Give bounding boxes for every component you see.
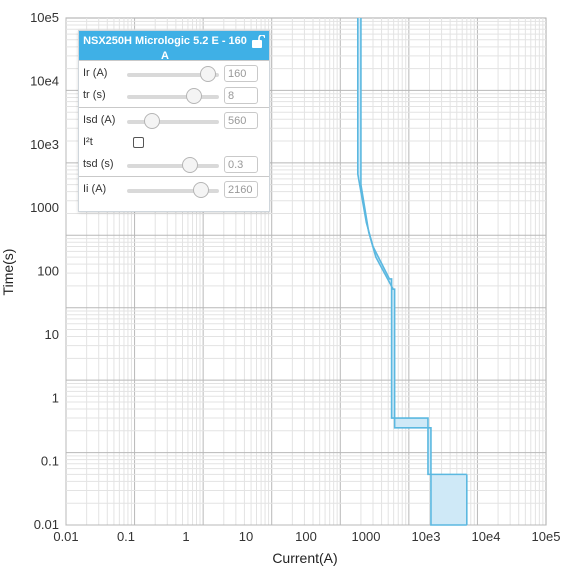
setting-slider-handle[interactable]: [181, 157, 198, 173]
x-axis-title: Current(A): [272, 550, 337, 566]
y-axis-title: Time(s): [0, 249, 16, 296]
setting-slider-handle[interactable]: [186, 88, 203, 104]
setting-slider-track[interactable]: [127, 189, 219, 193]
setting-slider-track[interactable]: [127, 95, 219, 99]
tick-labels: 0.01 0.1 1 10 100 1000 10e3 10e4 10e5 0.01 0.1 1 10 1…: [30, 10, 560, 544]
x-tick-label: 1: [182, 529, 189, 544]
x-tick-label: 10: [239, 529, 253, 544]
i2t-checkbox[interactable]: [133, 137, 144, 148]
setting-label: I²t: [83, 136, 93, 148]
setting-slider-track[interactable]: [127, 120, 219, 124]
x-tick-label: 0.01: [53, 529, 78, 544]
x-tick-label: 10e5: [532, 529, 561, 544]
setting-row: tr (s) 8: [83, 85, 265, 107]
y-tick-label: 10: [45, 327, 59, 342]
setting-slider-handle[interactable]: [192, 182, 209, 198]
setting-value-field[interactable]: 0.3: [224, 156, 258, 173]
setting-row: Ii (A) 2160: [83, 179, 265, 201]
setting-slider-track[interactable]: [127, 164, 219, 168]
y-tick-label: 100: [37, 264, 59, 279]
setting-slider-handle[interactable]: [199, 66, 216, 82]
panel-header: NSX250H Micrologic 5.2 E - 160 A: [79, 31, 269, 62]
setting-slider-track[interactable]: [127, 73, 219, 77]
setting-row: I²t: [83, 132, 265, 154]
x-tick-label: 100: [295, 529, 317, 544]
x-tick-label: 10e4: [472, 529, 501, 544]
y-tick-label: 10e3: [30, 137, 59, 152]
panel-title: NSX250H Micrologic 5.2 E - 160 A: [83, 35, 247, 62]
setting-value-field[interactable]: 160: [224, 65, 258, 82]
setting-label: Ii (A): [83, 183, 107, 195]
y-tick-label: 10e4: [30, 73, 59, 88]
x-tick-label: 1000: [352, 529, 381, 544]
x-tick-label: 0.1: [117, 529, 135, 544]
setting-label: Ir (A): [83, 67, 108, 79]
upper-curve-line: [356, 18, 467, 476]
setting-value-field[interactable]: 2160: [224, 181, 258, 198]
y-tick-label: 1: [52, 390, 59, 405]
setting-row: Ir (A) 160: [83, 63, 265, 85]
lower-curve-line: [360, 18, 467, 526]
setting-label: tsd (s): [83, 158, 114, 170]
setting-row: tsd (s) 0.3: [83, 154, 265, 176]
setting-value-field[interactable]: 8: [224, 87, 258, 104]
setting-label: tr (s): [83, 89, 106, 101]
settings-section: Ii (A) 2160: [79, 176, 269, 201]
lock-icon[interactable]: [251, 35, 265, 48]
setting-value-field[interactable]: 560: [224, 112, 258, 129]
y-tick-label: 10e5: [30, 10, 59, 25]
setting-label: Isd (A): [83, 114, 116, 126]
curve-band: [356, 18, 468, 526]
y-tick-label: 0.1: [41, 454, 59, 469]
settings-section: Isd (A) 560 I²t tsd (s) 0.3: [79, 107, 269, 176]
breaker-settings-panel: NSX250H Micrologic 5.2 E - 160 A Ir (A) 1…: [78, 30, 270, 212]
setting-slider-handle[interactable]: [143, 113, 160, 129]
y-tick-label: 0.01: [34, 517, 59, 532]
x-tick-label: 10e3: [412, 529, 441, 544]
y-tick-label: 1000: [30, 200, 59, 215]
settings-section: Ir (A) 160 tr (s) 8: [79, 60, 269, 107]
setting-row: Isd (A) 560: [83, 110, 265, 132]
curve-band-fill: [357, 18, 467, 525]
